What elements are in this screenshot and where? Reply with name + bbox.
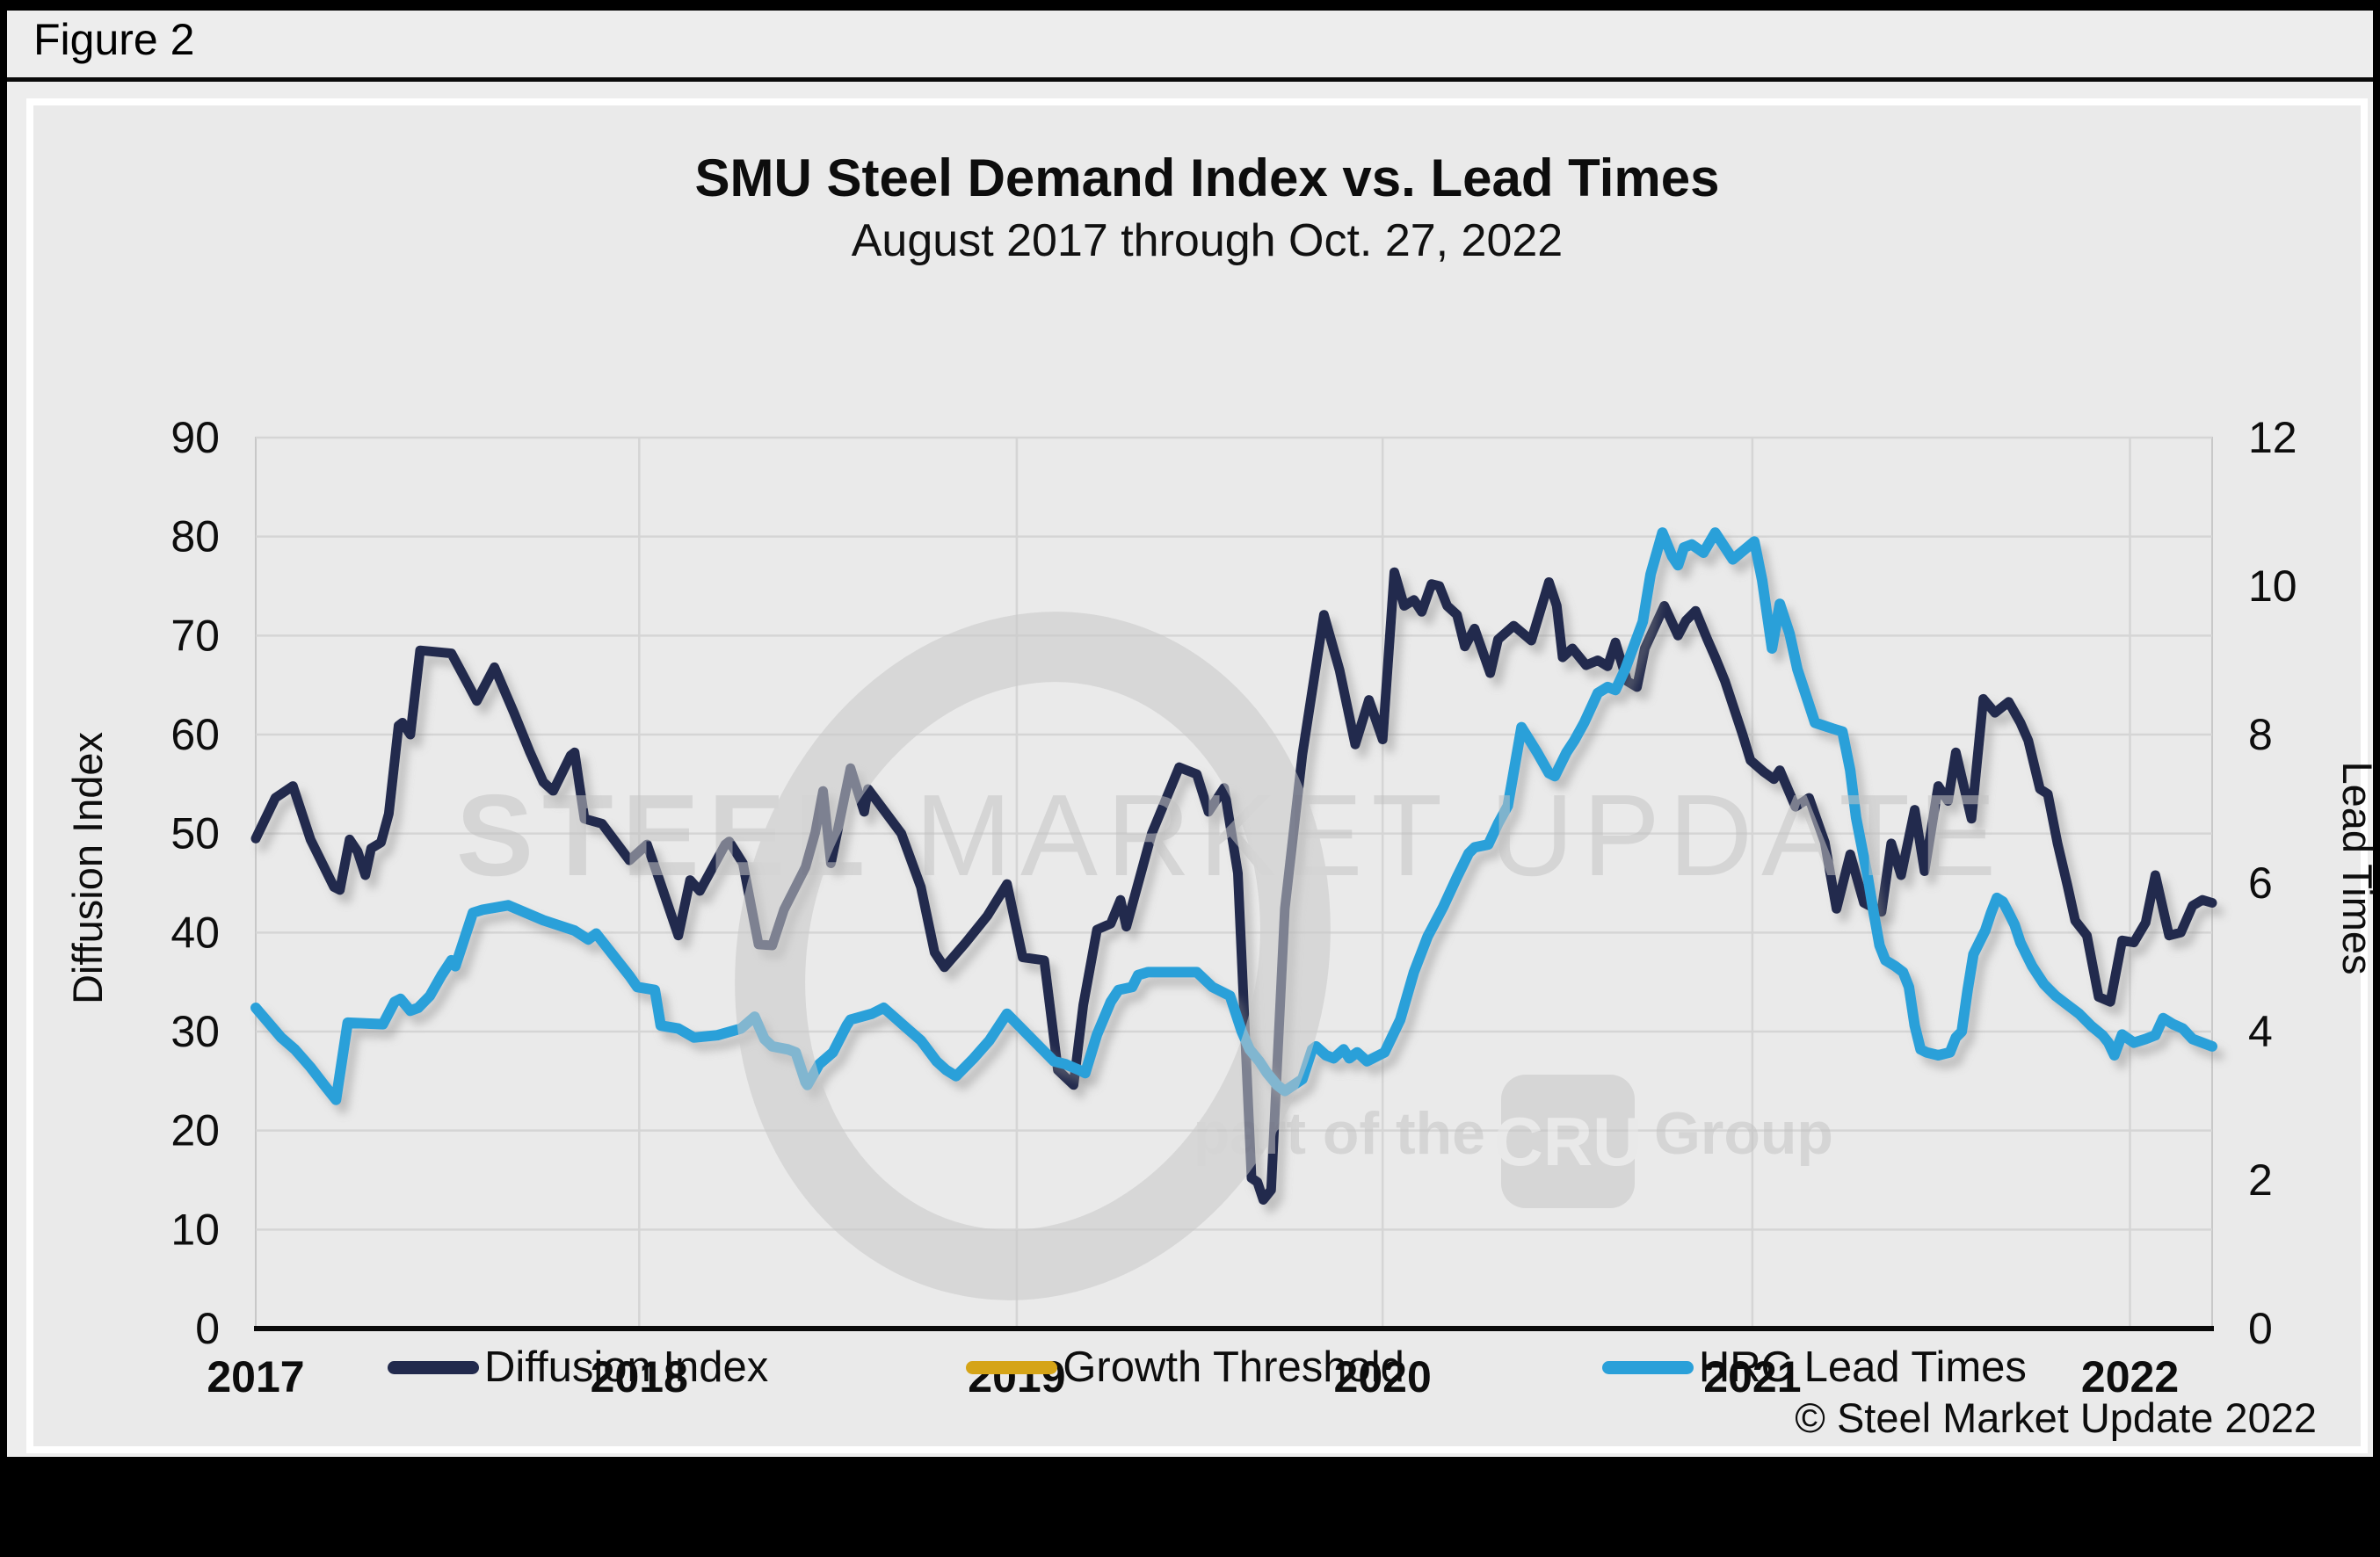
left-axis-tick-label: 0: [195, 1304, 220, 1353]
series-line-hrc-lead-times: [250, 527, 2217, 1105]
legend-item-diffusion-index: Diffusion Index: [388, 1343, 768, 1392]
right-axis-tick-label: 2: [2248, 1155, 2273, 1205]
series-line-diffusion-index: [250, 567, 2217, 1205]
left-axis-tick-label: 20: [171, 1106, 220, 1155]
right-axis-tick-label: 10: [2248, 561, 2297, 611]
cru-badge-icon: [1501, 1075, 1635, 1208]
chart-subtitle: August 2017 through Oct. 27, 2022: [851, 215, 1564, 266]
left-axis-tick-label: 70: [171, 611, 220, 660]
legend-label: Growth Threshold: [1063, 1343, 1404, 1391]
left-axis-tick-label: 80: [171, 512, 220, 561]
title-block: SMU Steel Demand Index vs. Lead Times Au…: [229, 149, 2186, 267]
right-axis-tick-label: 6: [2248, 858, 2273, 908]
threshold-line-swatch-icon: [966, 1360, 1058, 1374]
legend-item-growth-threshold: Growth Threshold: [966, 1343, 1404, 1392]
right-axis-tick-label: 0: [2248, 1304, 2273, 1353]
right-axis-tick-label: 8: [2248, 710, 2273, 759]
diffusion-line-swatch-icon: [388, 1360, 480, 1374]
legend: Diffusion Index Growth Threshold HRC Lea…: [229, 1343, 2186, 1392]
watermark: STEEL MARKET UPDATE part of the CRU Grou…: [456, 612, 2005, 1300]
watermark-tag-post: Group: [1654, 1100, 1833, 1167]
legend-label: HRC Lead Times: [1698, 1343, 2027, 1391]
left-axis-tick-label: 30: [171, 1007, 220, 1056]
right-axis-title: Lead Times: [2334, 762, 2380, 975]
legend-label: Diffusion Index: [484, 1343, 769, 1391]
left-axis-tick-label: 50: [171, 809, 220, 858]
header-divider: [7, 77, 2373, 82]
page-background: Figure 2 0 10 20 30 40 50 60 70 80 90 0 2 4 6 8 10 12 201…: [7, 11, 2380, 1457]
plot-area: [255, 437, 2213, 1329]
copyright-note: © Steel Market Update 2022: [1795, 1394, 2317, 1441]
legend-item-hrc-lead-times: HRC Lead Times: [1601, 1343, 2027, 1392]
left-axis-tick-label: 90: [171, 413, 220, 462]
watermark-tag-pre: part of the: [1194, 1100, 1485, 1167]
right-axis-tick-label: 12: [2248, 413, 2297, 462]
right-axis-tick-label: 4: [2248, 1007, 2273, 1056]
left-axis-tick-label: 60: [171, 710, 220, 759]
left-axis-tick-label: 10: [171, 1205, 220, 1254]
gridlines: [255, 436, 2213, 1329]
figure-label: Figure 2: [33, 15, 195, 64]
chart-panel: 0 10 20 30 40 50 60 70 80 90 0 2 4 6 8 10 12 2017 2018 2019…: [26, 98, 2380, 1453]
watermark-badge-label: CRU: [1494, 1103, 1643, 1180]
chart-title: SMU Steel Demand Index vs. Lead Times: [694, 148, 1720, 207]
left-axis-title: Diffusion Index: [64, 732, 111, 1004]
lead-times-line-swatch-icon: [1601, 1360, 1694, 1374]
watermark-text: STEEL MARKET UPDATE: [456, 771, 2005, 900]
watermark-swoosh-icon: [735, 612, 1331, 1300]
left-axis-tick-label: 40: [171, 908, 220, 957]
data-series: [250, 527, 2217, 1205]
